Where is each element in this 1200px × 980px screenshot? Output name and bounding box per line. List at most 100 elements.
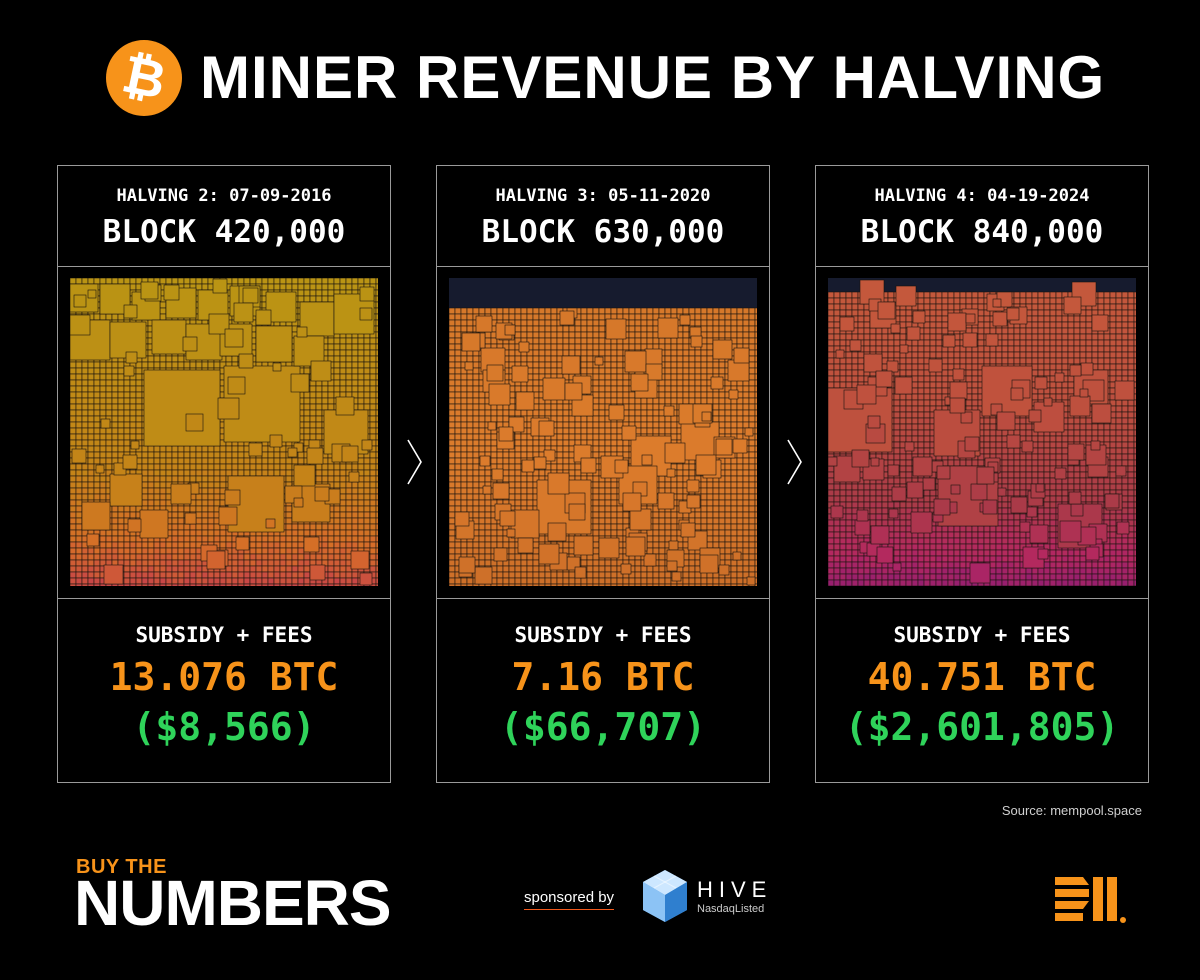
transaction-cell — [610, 307, 618, 315]
transaction-cell — [129, 505, 137, 513]
transaction-cell — [460, 385, 468, 393]
transaction-cell — [87, 463, 95, 471]
transaction-cell — [267, 583, 275, 586]
transaction-cell — [207, 511, 215, 519]
transaction-cell — [375, 415, 378, 423]
transaction-cell — [70, 278, 77, 285]
transaction-cell — [604, 397, 612, 405]
transaction-cell — [550, 367, 558, 375]
transaction-cell — [550, 409, 558, 417]
transaction-cell — [141, 487, 149, 495]
transaction-cell — [279, 283, 287, 291]
transaction-cell — [207, 529, 215, 537]
transaction-cell — [556, 337, 564, 345]
transaction-cell — [129, 547, 137, 555]
transaction-cell — [706, 493, 714, 501]
transaction-cell — [628, 409, 636, 417]
transaction-cell — [201, 493, 209, 501]
transaction-cell — [610, 355, 618, 363]
transaction-cell — [484, 331, 492, 339]
transaction-cell — [538, 343, 546, 351]
transaction-cell — [694, 391, 702, 399]
transaction-cell — [514, 331, 522, 339]
transaction-cell — [664, 343, 672, 351]
transaction-cell — [129, 379, 137, 387]
transaction-cell — [309, 391, 317, 399]
transaction-cell — [327, 577, 335, 585]
transaction-cell — [207, 571, 215, 579]
transaction-cell — [652, 337, 660, 345]
transaction-cell — [712, 313, 720, 321]
transaction-cell — [339, 337, 347, 345]
transaction-cell — [279, 547, 287, 555]
transaction-cell — [538, 439, 546, 447]
transaction-cell — [454, 499, 462, 507]
transaction-cell — [562, 439, 570, 447]
transaction-cell — [345, 493, 353, 501]
transaction-cell — [375, 457, 378, 465]
transaction-cell — [610, 493, 618, 501]
transaction-cell — [736, 481, 744, 489]
transaction-cell — [183, 445, 191, 453]
transaction-cell — [748, 397, 756, 405]
transaction-cell — [153, 571, 161, 579]
transaction-cell — [598, 487, 606, 495]
transaction-cell — [736, 529, 744, 537]
transaction-cell — [217, 397, 240, 420]
transaction-cell — [496, 313, 504, 321]
transaction-cell — [562, 541, 570, 549]
transaction-cell — [363, 505, 371, 513]
transaction-cell — [195, 535, 203, 543]
transaction-cell — [75, 499, 83, 507]
transaction-cell — [586, 343, 594, 351]
transaction-cell — [183, 571, 191, 579]
transaction-cell — [111, 385, 119, 393]
transaction-cell — [369, 547, 377, 555]
transaction-cell — [460, 307, 468, 315]
transaction-cell — [478, 535, 486, 543]
transaction-cell — [369, 385, 377, 393]
transaction-cell — [754, 385, 757, 393]
transaction-cell — [742, 409, 750, 417]
transaction-cell — [742, 469, 750, 477]
transaction-cell — [285, 511, 293, 519]
transaction-cell — [125, 351, 138, 364]
transaction-cell — [478, 547, 486, 555]
transaction-cell — [538, 331, 546, 339]
transaction-cell — [339, 385, 347, 393]
transaction-cell — [616, 361, 624, 369]
transaction-cell — [562, 337, 570, 345]
transaction-cell — [592, 391, 600, 399]
transaction-cell — [610, 361, 618, 369]
transaction-cell — [490, 439, 498, 447]
transaction-cell — [291, 523, 299, 531]
transaction-cell — [243, 577, 251, 585]
transaction-cell — [580, 367, 588, 375]
transaction-cell — [219, 541, 227, 549]
transaction-cell — [339, 499, 347, 507]
transaction-cell — [159, 301, 167, 309]
transaction-cell — [81, 421, 89, 429]
transaction-cell — [297, 571, 305, 579]
transaction-cell — [736, 523, 744, 531]
transaction-cell — [520, 331, 528, 339]
transaction-cell — [189, 541, 197, 549]
transaction-cell — [363, 457, 371, 465]
transaction-cell — [508, 457, 516, 465]
transaction-cell — [622, 439, 630, 447]
transaction-cell — [87, 487, 95, 495]
transaction-cell — [135, 391, 143, 399]
transaction-cell — [556, 457, 564, 465]
transaction-cell — [339, 535, 347, 543]
transaction-cell — [586, 415, 594, 423]
transaction-cell — [327, 571, 335, 579]
transaction-cell — [291, 571, 299, 579]
transaction-cell — [333, 379, 341, 387]
transaction-cell — [171, 469, 179, 477]
transaction-cell — [111, 409, 119, 417]
transaction-cell — [598, 337, 606, 345]
transaction-cell — [586, 427, 594, 435]
transaction-cell — [369, 583, 377, 586]
transaction-cell — [526, 439, 534, 447]
transaction-cell — [676, 463, 684, 471]
